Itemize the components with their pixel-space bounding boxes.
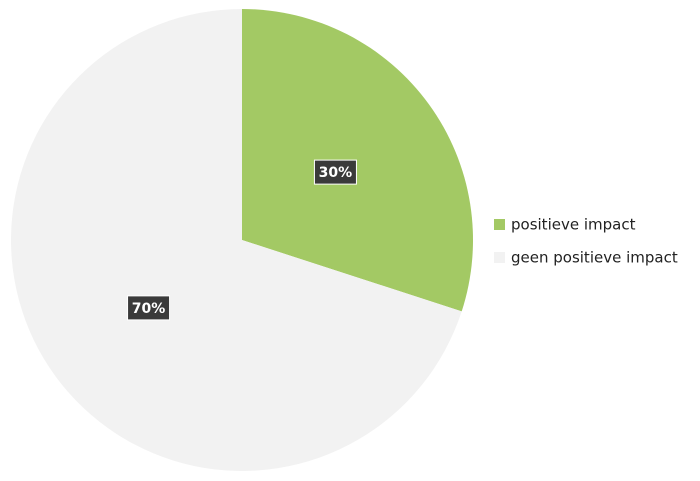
data-label: 30% xyxy=(313,159,357,185)
pie-slice xyxy=(11,9,462,472)
legend-swatch xyxy=(494,252,505,263)
label-text: 70% xyxy=(132,301,166,317)
label-box xyxy=(127,295,171,321)
label-box xyxy=(313,159,357,185)
legend-swatch xyxy=(494,219,505,230)
legend-label: geen positieve impact xyxy=(511,249,678,267)
legend-label: positieve impact xyxy=(511,216,636,234)
pie-slice xyxy=(242,9,473,312)
data-label: 70% xyxy=(127,295,171,321)
label-text: 30% xyxy=(319,165,353,181)
